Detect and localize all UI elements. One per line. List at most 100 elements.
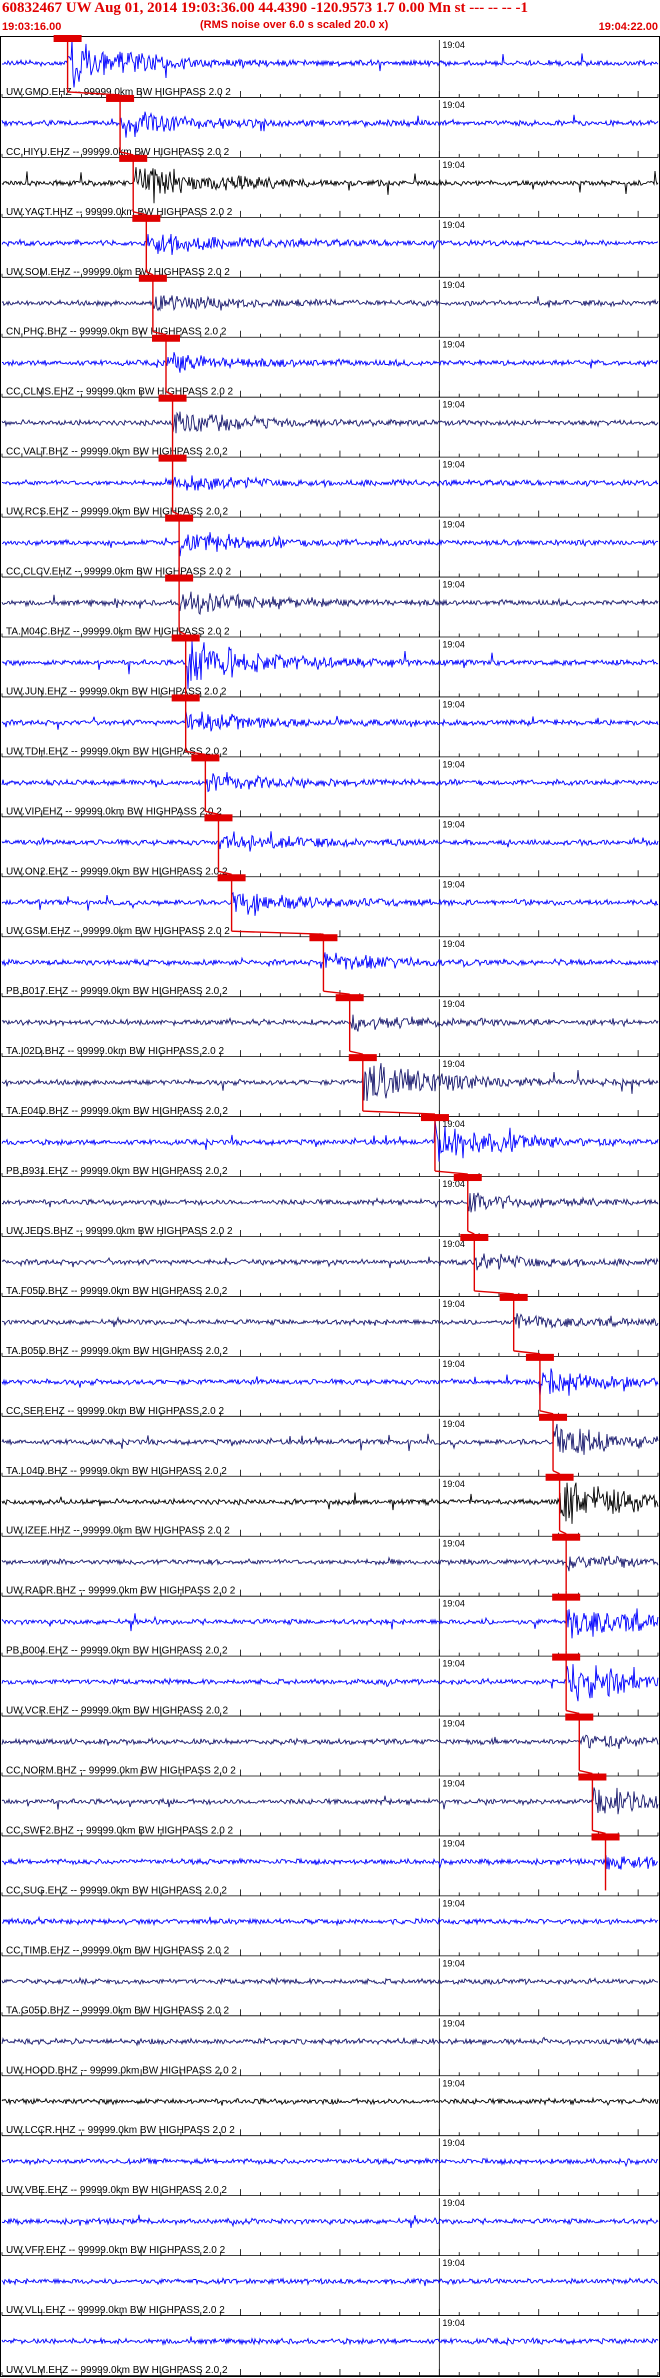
waveform (1, 39, 659, 88)
trace-row: 19:04 UW.ON2.EHZ -- 99999.0km BW HIGHPASS… (1, 814, 659, 878)
waveform (1, 1482, 659, 1524)
pick-line (146, 271, 154, 276)
minute-label: 19:04 (442, 2318, 465, 2328)
minute-label: 19:04 (442, 1958, 465, 1968)
waveform (1, 2036, 659, 2047)
pick-line (178, 630, 186, 636)
station-label: TA.I02D.BHZ -- 99999.0km BW HIGHPASS 2.0… (6, 1046, 224, 1057)
minute-label: 19:04 (442, 639, 465, 649)
trace-row: 19:04 CN.PHC.BHZ -- 99999.0km BW HIGHPASS… (1, 274, 659, 338)
plot-header: 60832467 UW Aug 01, 2014 19:03:36.00 44.… (0, 0, 660, 36)
waveform (1, 772, 659, 793)
minute-label: 19:04 (442, 759, 465, 769)
trace-row: 19:04 UW.VLL.EHZ -- 99999.0km BW HIGHPASS… (1, 2258, 659, 2317)
station-label: CC.CLCV.EHZ -- 99999.0km BW HIGHPASS 2.0… (6, 567, 232, 578)
station-label: UW.JEDS.BHZ -- 99999.0km BW HIGHPASS 2.0… (6, 1226, 233, 1237)
station-label: TA.L04D.BHZ -- 99999.0km BW HIGHPASS 2.0… (6, 1466, 227, 1477)
minute-label: 19:04 (442, 1239, 465, 1249)
station-label: UW.LCCR.HHZ -- 99999.0km BW HIGHPASS 2.0… (6, 2125, 235, 2136)
station-label: UW.GSM.EHZ -- 99999.0km BW HIGHPASS 2.0 … (6, 926, 230, 937)
waveform (1, 475, 659, 491)
station-label: PB.B017.EHZ -- 99999.0km BW HIGHPASS 2.0… (6, 986, 228, 997)
trace-row: 19:04 UW.VBE.EHZ -- 99999.0km BW HIGHPASS… (1, 2138, 659, 2197)
station-label: UW.JUN.EHZ -- 99999.0km BW HIGHPASS 2.0 … (6, 686, 227, 697)
station-label: CN.PHC.BHZ -- 99999.0km BW HIGHPASS 2.0 … (6, 327, 227, 338)
pick-line (323, 990, 350, 995)
waveform (1, 831, 659, 852)
pick-line (434, 1170, 468, 1175)
station-label: CC.HIYU.EHZ -- 99999.0km BW HIGHPASS 2.0… (6, 147, 230, 158)
trace-row: 19:04 TA.I02D.BHZ -- 99999.0km BW HIGHPAS… (1, 994, 659, 1058)
station-label: UW.YACT.HHZ -- 99999.0km BW HIGHPASS 2.0… (6, 207, 233, 218)
pick-line (592, 1829, 606, 1835)
minute-label: 19:04 (442, 1838, 465, 1848)
pick-line (513, 1350, 540, 1355)
trace-row: 19:04 UW.HOOD.BHZ -- 99999.0km BW HIGHPAS… (1, 2018, 659, 2077)
trace-row: 19:04 CC.HIYU.EHZ -- 99999.0km BW HIGHPAS… (1, 94, 659, 158)
trace-row: 19:04 UW.GSM.EHZ -- 99999.0km BW HIGHPASS… (1, 874, 659, 938)
minute-label: 19:04 (442, 2258, 465, 2268)
station-label: UW.RADR.BHZ -- 99999.0km BW HIGHPASS 2.0… (6, 1586, 236, 1597)
station-label: UW.RCS.EHZ -- 99999.0km BW HIGHPASS 2.0 … (6, 507, 229, 518)
end-time: 19:04:22.00 (598, 21, 658, 33)
minute-label: 19:04 (442, 1599, 465, 1609)
trace-row: 19:04 CC.CLCV.EHZ -- 99999.0km BW HIGHPAS… (1, 514, 659, 578)
trace-row: 19:04 UW.JEDS.BHZ -- 99999.0km BW HIGHPAS… (1, 1174, 659, 1237)
trace-row: 19:04 UW.JUN.EHZ -- 99999.0km BW HIGHPASS… (1, 634, 659, 698)
minute-label: 19:04 (442, 580, 465, 590)
waveform (1, 1063, 659, 1102)
station-label: UW.VLM.EHZ -- 99999.0km BW HIGHPASS 2.0 … (6, 2365, 228, 2376)
trace-row: 19:04 UW.TDH.EHZ -- 99999.0km BW HIGHPASS… (1, 694, 659, 758)
trace-row: 19:04 TA.B05D.BHZ -- 99999.0km BW HIGHPAS… (1, 1293, 659, 1357)
waveform (1, 1855, 658, 1870)
station-label: TA.E04D.BHZ -- 99999.0km BW HIGHPASS 2.0… (6, 1106, 228, 1117)
station-label: CC.NORM.BHZ -- 99999.0km BW HIGHPASS 2.0… (6, 1766, 236, 1777)
trace-row: 19:04 UW.VIP.EHZ -- 99999.0km BW HIGHPASS… (1, 754, 659, 818)
waveform (1, 1608, 659, 1639)
minute-label: 19:04 (442, 1419, 465, 1429)
pick-line (218, 870, 232, 875)
pick-line (119, 151, 134, 156)
start-time: 19:03:16.00 (2, 21, 62, 33)
waveform (1, 352, 659, 373)
waveform (1, 233, 659, 255)
trace-row: 19:04 CC.SWF2.BHZ -- 99999.0km BW HIGHPAS… (1, 1773, 659, 1837)
rms-note: (RMS noise over 6.0 s scaled 20.0 x) (200, 19, 389, 31)
waveform (1, 1976, 659, 1986)
minute-label: 19:04 (442, 1119, 465, 1129)
minute-label: 19:04 (442, 1179, 465, 1189)
minute-label: 19:04 (442, 1539, 465, 1549)
minute-label: 19:04 (442, 1898, 465, 1908)
waveform (1, 1014, 659, 1032)
waveform (1, 111, 659, 138)
waveform (1, 711, 659, 732)
trace-row: 19:04 CC.VALT.BHZ -- 99999.0km BW HIGHPAS… (1, 394, 659, 458)
waveform (1, 532, 659, 557)
station-label: TA.G05D.BHZ -- 99999.0km BW HIGHPASS 2.0… (6, 2005, 229, 2016)
station-label: CC.SUG.EHZ -- 99999.0km BW HIGHPASS 2.0 … (6, 1885, 227, 1896)
waveform (1, 295, 659, 312)
minute-label: 19:04 (442, 520, 465, 530)
trace-row: 19:04 CC.TIMB.EHZ -- 99999.0km BW HIGHPAS… (1, 1898, 659, 1957)
station-label: CC.SEP.EHZ -- 99999.0km BW HIGHPASS 2.0 … (6, 1406, 224, 1417)
pick-line (566, 1709, 580, 1715)
trace-row: 19:04 CC.SEP.EHZ -- 99999.0km BW HIGHPASS… (1, 1353, 659, 1417)
minute-label: 19:04 (442, 2078, 465, 2088)
station-label: UW.VFP.EHZ -- 99999.0km BW HIGHPASS 2.0 … (6, 2245, 226, 2256)
minute-label: 19:04 (442, 460, 465, 470)
waveform (1, 167, 659, 204)
waveform (1, 411, 659, 434)
minute-label: 19:04 (442, 220, 465, 230)
waveform (1, 641, 659, 689)
minute-label: 19:04 (442, 1659, 465, 1669)
minute-label: 19:04 (442, 699, 465, 709)
minute-label: 19:04 (442, 1719, 465, 1729)
trace-row: 19:04 CC.NORM.BHZ -- 99999.0km BW HIGHPAS… (1, 1713, 659, 1777)
pick-line (185, 750, 206, 756)
trace-row: 19:04 UW.GMO.EHZ -- 99999.0km BW HIGHPASS… (1, 35, 659, 98)
trace-row: 19:04 PB.B931.EHZ -- 99999.0km BW HIGHPAS… (1, 1114, 659, 1178)
station-label: TA.B05D.BHZ -- 99999.0km BW HIGHPASS 2.0… (6, 1346, 228, 1357)
waveform (1, 1787, 659, 1815)
pick-line (552, 1470, 560, 1475)
